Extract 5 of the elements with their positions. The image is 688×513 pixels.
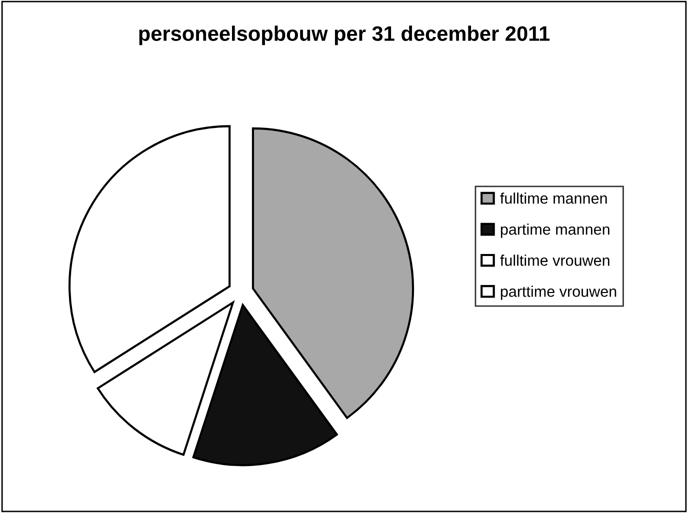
legend-label: fulltime vrouwen [500,254,610,266]
chart-title: personeelsopbouw per 31 december 2011 [139,26,550,46]
legend-label: partime mannen [500,224,610,238]
legend-label: fulltime mannen [500,192,607,204]
legend-label: parttime vrouwen [500,286,616,300]
